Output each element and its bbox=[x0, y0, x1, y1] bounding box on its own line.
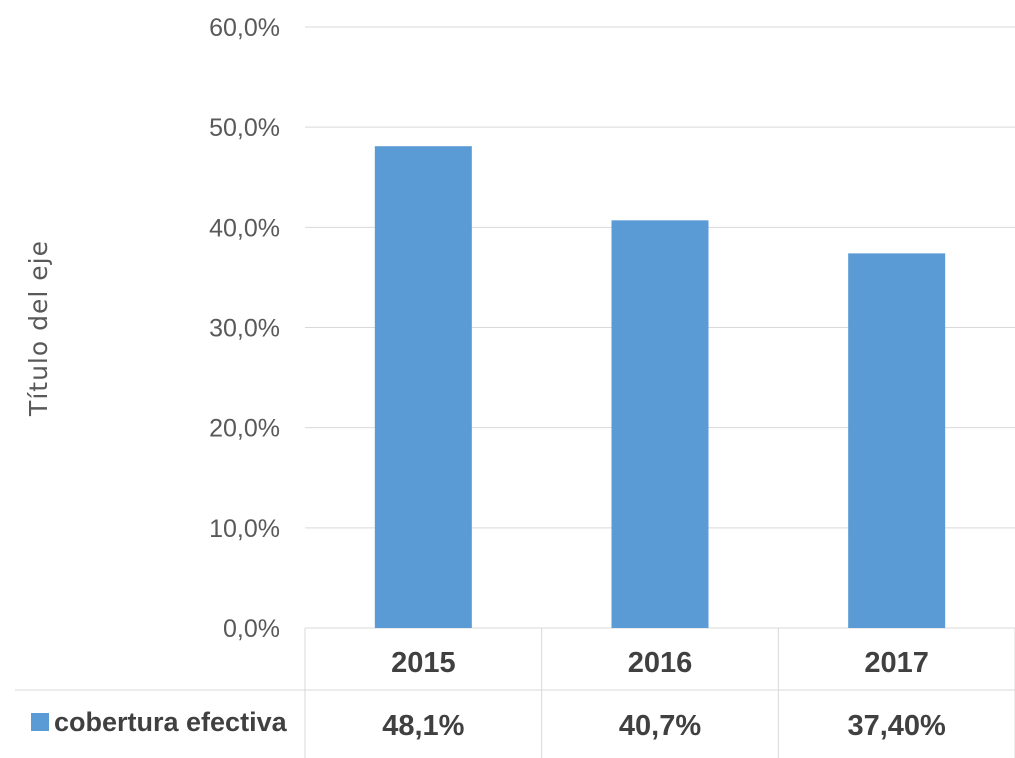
data-table-value: 37,40% bbox=[847, 710, 946, 742]
y-tick-label: 20,0% bbox=[209, 415, 280, 443]
y-tick-label: 40,0% bbox=[209, 214, 280, 242]
legend-series-name: cobertura efectiva bbox=[54, 707, 288, 737]
legend-swatch bbox=[31, 713, 49, 731]
bar-2017 bbox=[848, 253, 946, 629]
data-table: 2015 2016 2017 48,1% 40,7% 37,40% cobertura ef… bbox=[15, 628, 1015, 758]
bars bbox=[374, 146, 946, 629]
data-table-value: 48,1% bbox=[382, 710, 464, 742]
bar-2015 bbox=[374, 146, 472, 628]
y-tick-label: 60,0% bbox=[209, 14, 280, 42]
x-category-label: 2017 bbox=[864, 647, 929, 679]
y-tick-label: 30,0% bbox=[209, 315, 280, 343]
x-category-label: 2015 bbox=[391, 647, 456, 679]
y-tick-label: 10,0% bbox=[209, 515, 280, 543]
x-category-label: 2016 bbox=[628, 647, 693, 679]
y-axis-label: Título del eje bbox=[24, 240, 53, 417]
y-axis-ticks: 0,0% 10,0% 20,0% 30,0% 40,0% 50,0% 60,0% bbox=[209, 14, 280, 643]
data-table-value: 40,7% bbox=[619, 710, 701, 742]
y-tick-label: 50,0% bbox=[209, 114, 280, 142]
bar-2016 bbox=[611, 220, 709, 629]
y-tick-label: 0,0% bbox=[223, 615, 280, 643]
